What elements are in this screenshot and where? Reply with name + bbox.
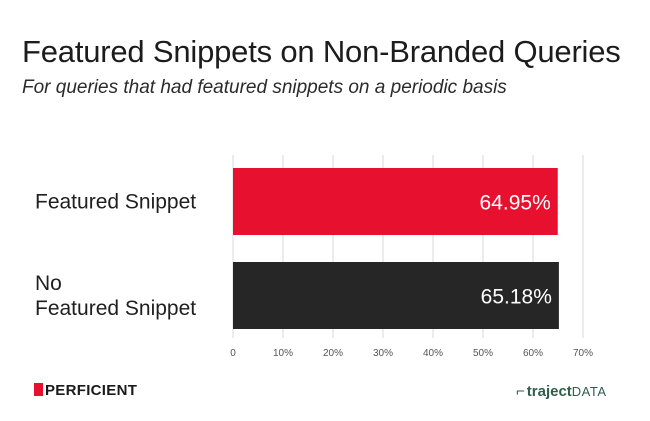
- x-tick-label: 40%: [423, 348, 443, 359]
- bar: [233, 262, 559, 329]
- category-label: No: [35, 272, 62, 295]
- trajectdata-logo: ⌐ trajectDATA: [516, 383, 607, 400]
- category-label: Featured Snippet: [35, 297, 196, 320]
- category-label: Featured Snippet: [35, 191, 196, 214]
- x-tick-label: 70%: [573, 348, 593, 359]
- bar-value-label: 65.18%: [481, 286, 552, 309]
- bar: [233, 168, 558, 235]
- data-logo-text: DATA: [571, 384, 607, 399]
- x-tick-label: 20%: [323, 348, 343, 359]
- x-tick-label: 10%: [273, 348, 293, 359]
- x-tick-label: 0: [230, 348, 236, 359]
- perficient-p-icon: [34, 383, 43, 396]
- x-tick-label: 50%: [473, 348, 493, 359]
- perficient-logo-text: PERFICIENT: [45, 382, 138, 399]
- x-tick-label: 60%: [523, 348, 543, 359]
- traject-bracket-icon: ⌐: [516, 383, 525, 400]
- bar-value-label: 64.95%: [480, 192, 551, 215]
- chart-subtitle: For queries that had featured snippets o…: [22, 77, 507, 98]
- traject-logo-text: traject: [526, 383, 572, 400]
- x-tick-label: 30%: [373, 348, 393, 359]
- perficient-logo: PERFICIENT: [34, 382, 137, 399]
- chart-title: Featured Snippets on Non-Branded Queries: [22, 34, 621, 69]
